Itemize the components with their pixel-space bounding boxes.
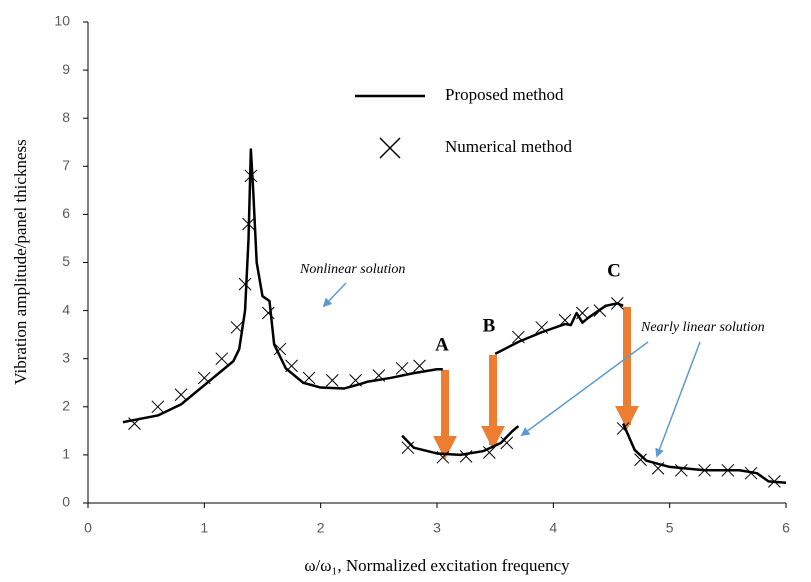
cross-marker [230, 321, 244, 334]
y-tick-label: 6 [62, 205, 70, 221]
pointer-arrow [322, 282, 347, 308]
cross-marker [395, 361, 409, 375]
pointer-arrow [655, 341, 701, 458]
y-tick-label: 3 [62, 349, 70, 365]
cross-marker [768, 475, 781, 488]
cross-marker [261, 306, 275, 320]
cross-marker [651, 462, 665, 475]
cross-marker [500, 436, 514, 450]
cross-marker [197, 371, 211, 385]
cross-marker [576, 306, 589, 320]
annotation: A [435, 334, 449, 355]
cross-marker [244, 169, 258, 183]
x-tick-label: 1 [200, 520, 208, 536]
cross-marker [436, 450, 450, 464]
legend-label: Proposed method [445, 85, 564, 104]
annotation: C [607, 260, 621, 281]
cross-marker [401, 441, 415, 455]
annotation: Nearly linear solution [640, 320, 765, 335]
cross-marker [128, 417, 141, 430]
x-tick-label: 2 [317, 520, 325, 536]
cross-marker [558, 313, 572, 327]
cross-marker [372, 369, 386, 382]
cross-marker [174, 388, 188, 402]
cross-marker [459, 449, 473, 463]
y-tick-label: 7 [62, 157, 70, 173]
legend-cross [379, 137, 401, 159]
cross-marker [744, 466, 758, 480]
x-tick-label: 0 [84, 520, 92, 536]
legend-label: Numerical method [445, 137, 572, 156]
cross-marker [413, 359, 426, 373]
cross-marker [634, 453, 647, 467]
x-axis-label: ω/ω₁, Normalized excitation frequency [304, 556, 570, 575]
cross-marker [674, 463, 688, 477]
x-tick-label: 5 [666, 520, 674, 536]
annotation: Nonlinear solution [299, 262, 405, 277]
cross-marker [610, 297, 624, 310]
y-tick-label: 1 [62, 446, 70, 462]
pointer-arrow [520, 341, 649, 437]
y-tick-label: 5 [62, 253, 70, 269]
cross-marker [242, 217, 255, 231]
y-tick-label: 4 [62, 301, 70, 317]
cross-marker [273, 342, 287, 356]
cross-marker [593, 304, 607, 317]
cross-marker [215, 352, 229, 366]
cross-marker [698, 463, 711, 477]
y-tick-label: 0 [62, 494, 70, 510]
annotations: A B C Nonlinear solution Nearly linear s… [299, 260, 765, 460]
y-tick-label: 8 [62, 109, 70, 125]
annotation: B [483, 315, 496, 336]
y-tick-label: 10 [54, 13, 70, 29]
line [122, 148, 787, 485]
cross-marker [285, 359, 298, 373]
cross-marker [325, 373, 339, 387]
cross-marker [349, 373, 362, 387]
x-tick-label: 3 [433, 520, 441, 536]
cross-marker [535, 321, 549, 334]
cross-marker [482, 446, 496, 459]
x-tick-label: 6 [782, 520, 790, 536]
y-tick-label: 9 [62, 61, 70, 77]
cross-marker [151, 400, 165, 414]
cross-marker [616, 422, 630, 435]
cross-marker [302, 371, 316, 385]
legend: Proposed method Numerical method [355, 85, 572, 159]
cross-marker [238, 277, 252, 291]
cross-marker [721, 463, 735, 477]
y-axis-label: Vibration amplitude/panel thickness [11, 139, 30, 384]
x-tick-label: 4 [549, 520, 557, 536]
y-tick-label: 2 [62, 398, 70, 414]
cross-marker [512, 330, 525, 344]
